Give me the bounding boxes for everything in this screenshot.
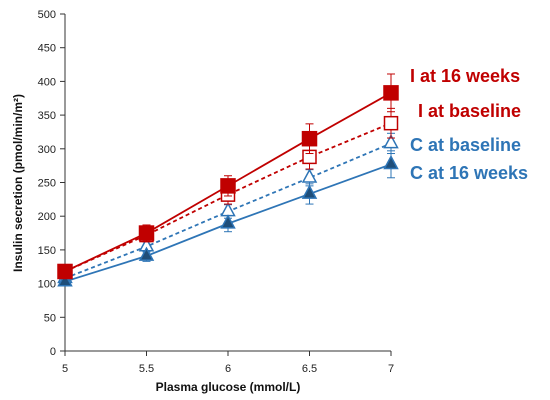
x-tick-label: 6 xyxy=(225,363,231,375)
data-point xyxy=(220,214,236,229)
data-point xyxy=(138,246,155,261)
data-point xyxy=(383,154,399,170)
x-axis-title: Plasma glucose (mmol/L) xyxy=(156,380,301,394)
data-point xyxy=(301,168,318,183)
data-point xyxy=(138,225,155,241)
data-point xyxy=(57,263,73,280)
y-tick-label: 250 xyxy=(38,178,56,190)
y-tick-label: 150 xyxy=(38,245,56,257)
y-tick-label: 500 xyxy=(38,9,56,21)
data-point xyxy=(383,85,399,101)
y-tick-label: 350 xyxy=(38,110,56,122)
series-layer xyxy=(57,73,399,287)
x-tick-label: 5.5 xyxy=(139,363,154,375)
y-tick-label: 450 xyxy=(38,43,56,55)
legend-label-i-at-16-weeks: I at 16 weeks xyxy=(410,66,520,86)
data-point xyxy=(301,130,318,147)
legend-label-c-at-baseline: C at baseline xyxy=(410,135,521,155)
series-line xyxy=(64,122,392,273)
legend: I at 16 weeks I at baseline C at baseline C… xyxy=(410,66,528,183)
data-point xyxy=(220,202,236,217)
series-c-at-16-weeks xyxy=(57,150,399,287)
x-tick-label: 6.5 xyxy=(302,363,317,375)
y-tick-label: 300 xyxy=(38,144,56,156)
y-tick-label: 100 xyxy=(38,279,56,291)
y-tick-label: 400 xyxy=(38,76,56,88)
series-i-at-16-weeks xyxy=(57,73,399,280)
legend-label-i-at-baseline: I at baseline xyxy=(418,101,521,121)
data-point xyxy=(383,134,399,149)
y-axis-title: Insulin secretion (pmol/min/m²) xyxy=(11,94,25,272)
legend-label-c-at-16-weeks: C at 16 weeks xyxy=(410,163,528,183)
data-point xyxy=(57,272,73,287)
axes: 0 50 100 150 200 250 300 350 400 450 500 5 5.5 6 6.5 7 xyxy=(38,9,394,375)
y-tick-label: 0 xyxy=(50,346,56,358)
data-point xyxy=(383,115,399,131)
y-tick-label: 50 xyxy=(44,312,56,324)
data-point xyxy=(220,178,236,194)
data-point xyxy=(301,184,318,199)
y-tick-label: 200 xyxy=(38,211,56,223)
x-tick-label: 5 xyxy=(62,363,68,375)
x-tick-label: 7 xyxy=(388,363,394,375)
series-c-at-baseline xyxy=(57,132,399,284)
